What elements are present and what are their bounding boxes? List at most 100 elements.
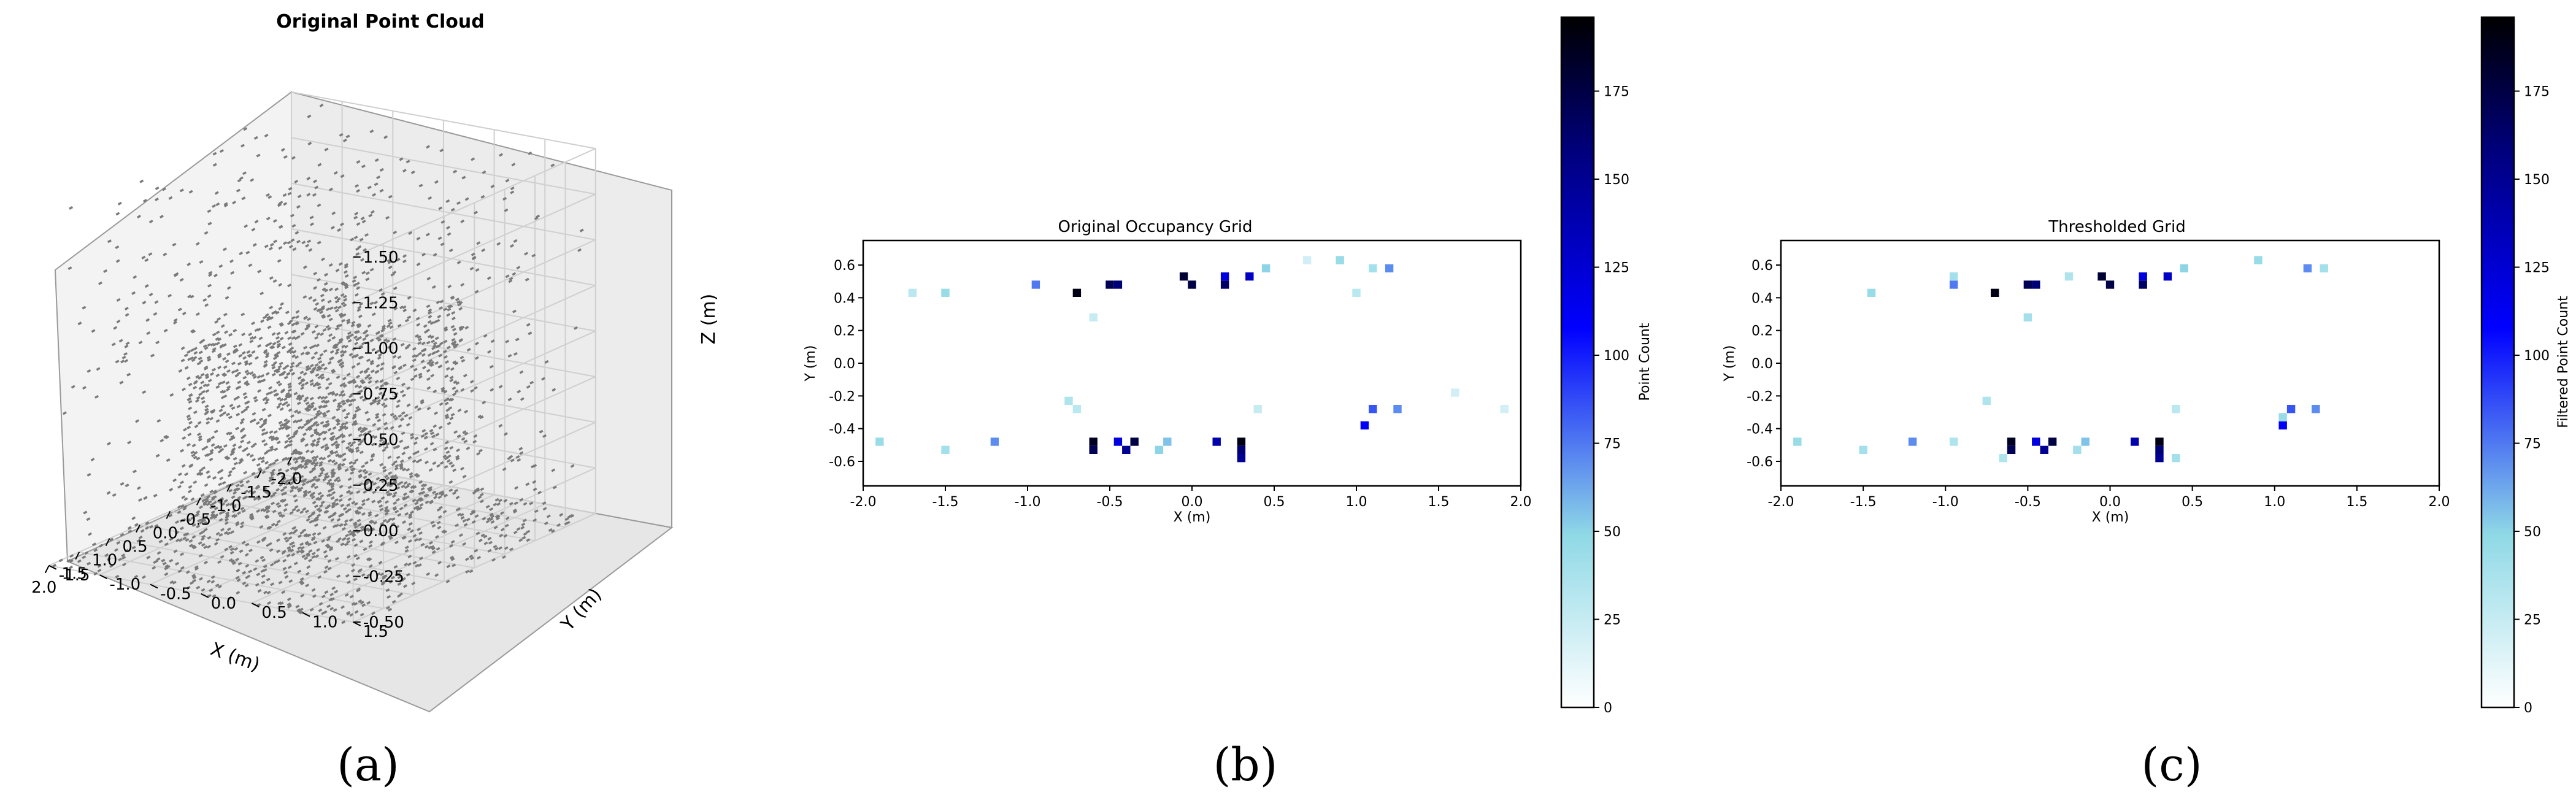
- point: [299, 542, 304, 547]
- point: [261, 580, 266, 585]
- point: [439, 402, 444, 406]
- colorbar-tick-label: 125: [2524, 261, 2550, 276]
- point: [386, 481, 391, 485]
- point: [225, 296, 229, 300]
- point: [442, 350, 447, 354]
- point: [369, 401, 374, 406]
- heatmap-cell: [2139, 280, 2147, 289]
- point: [279, 372, 283, 377]
- z-tick-label: 0.50: [363, 431, 399, 449]
- point: [257, 344, 262, 348]
- point: [267, 601, 272, 605]
- point: [464, 431, 469, 436]
- point: [269, 276, 274, 280]
- point: [251, 350, 256, 354]
- point: [385, 588, 390, 592]
- point: [429, 499, 434, 504]
- y-tick: [48, 564, 57, 570]
- point: [239, 480, 244, 484]
- point: [98, 281, 102, 285]
- point: [341, 434, 346, 439]
- point: [218, 533, 223, 537]
- point: [286, 602, 291, 606]
- point: [305, 509, 309, 514]
- x-tick-label: -0.5: [2015, 494, 2041, 510]
- point: [486, 517, 491, 521]
- point: [519, 451, 524, 455]
- point: [433, 389, 437, 393]
- point: [339, 314, 344, 318]
- point: [211, 504, 216, 509]
- point: [574, 326, 579, 330]
- point: [430, 431, 434, 436]
- point: [421, 429, 426, 433]
- x-tick-label: 1.5: [1428, 494, 1450, 510]
- point: [520, 397, 525, 401]
- point: [198, 356, 202, 361]
- point: [402, 492, 407, 496]
- point: [330, 437, 335, 442]
- point: [449, 375, 454, 380]
- heatmap-cell: [2172, 454, 2180, 463]
- point: [374, 158, 379, 162]
- point: [457, 408, 462, 412]
- point: [437, 314, 442, 318]
- y-tick-label: 0.5: [261, 604, 286, 622]
- point: [415, 460, 420, 464]
- point: [455, 456, 460, 461]
- point: [252, 412, 256, 416]
- point: [321, 539, 326, 543]
- point: [235, 426, 240, 431]
- point: [436, 344, 441, 348]
- x-tick-label: -1.0: [210, 497, 242, 515]
- point: [142, 199, 147, 203]
- point: [315, 443, 320, 447]
- point: [388, 534, 393, 539]
- point: [430, 374, 435, 378]
- point: [374, 514, 379, 518]
- point: [62, 411, 67, 415]
- point: [337, 537, 342, 541]
- point: [460, 388, 465, 392]
- point: [438, 506, 443, 510]
- point: [321, 456, 326, 461]
- point: [388, 580, 393, 584]
- point: [333, 608, 337, 612]
- grid-line: [291, 91, 596, 150]
- point: [426, 369, 431, 373]
- heatmap-cells: [1793, 256, 2328, 463]
- point: [164, 435, 169, 439]
- point: [513, 530, 518, 534]
- point: [318, 463, 323, 467]
- point-cloud: [52, 103, 584, 625]
- point: [207, 536, 212, 540]
- point: [201, 529, 206, 534]
- heatmap-cell: [2081, 437, 2090, 446]
- point: [388, 194, 393, 199]
- point: [300, 464, 305, 469]
- point: [410, 377, 415, 382]
- point: [299, 610, 304, 615]
- point: [382, 448, 386, 452]
- point: [421, 366, 426, 370]
- point: [305, 419, 310, 423]
- point: [371, 528, 375, 532]
- point: [321, 611, 326, 615]
- point: [412, 485, 417, 490]
- point: [279, 483, 283, 487]
- point: [316, 548, 320, 552]
- point: [370, 369, 375, 374]
- point: [228, 545, 233, 549]
- point: [542, 434, 547, 438]
- point: [307, 366, 312, 371]
- point: [200, 493, 205, 497]
- point: [375, 364, 380, 368]
- y-tick-label: -0.6: [829, 455, 855, 470]
- point: [289, 489, 294, 493]
- point: [485, 520, 490, 524]
- point: [71, 385, 75, 389]
- point: [274, 523, 279, 527]
- point: [164, 572, 169, 576]
- point: [425, 500, 429, 504]
